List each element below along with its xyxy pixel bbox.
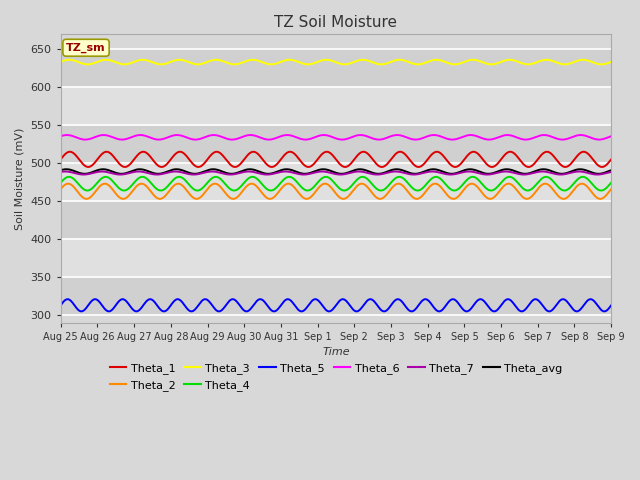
Bar	[61, 277, 611, 315]
Bar	[61, 87, 611, 125]
Legend: Theta_1, Theta_2, Theta_3, Theta_4, Theta_5, Theta_6, Theta_7, Theta_avg: Theta_1, Theta_2, Theta_3, Theta_4, Thet…	[105, 359, 567, 395]
Text: TZ_sm: TZ_sm	[66, 43, 106, 53]
Bar	[61, 239, 611, 277]
Title: TZ Soil Moisture: TZ Soil Moisture	[275, 15, 397, 30]
Bar	[61, 163, 611, 201]
X-axis label: Time: Time	[322, 348, 350, 357]
Bar	[61, 49, 611, 87]
Y-axis label: Soil Moisture (mV): Soil Moisture (mV)	[15, 127, 25, 229]
Bar	[61, 125, 611, 163]
Bar	[61, 201, 611, 239]
